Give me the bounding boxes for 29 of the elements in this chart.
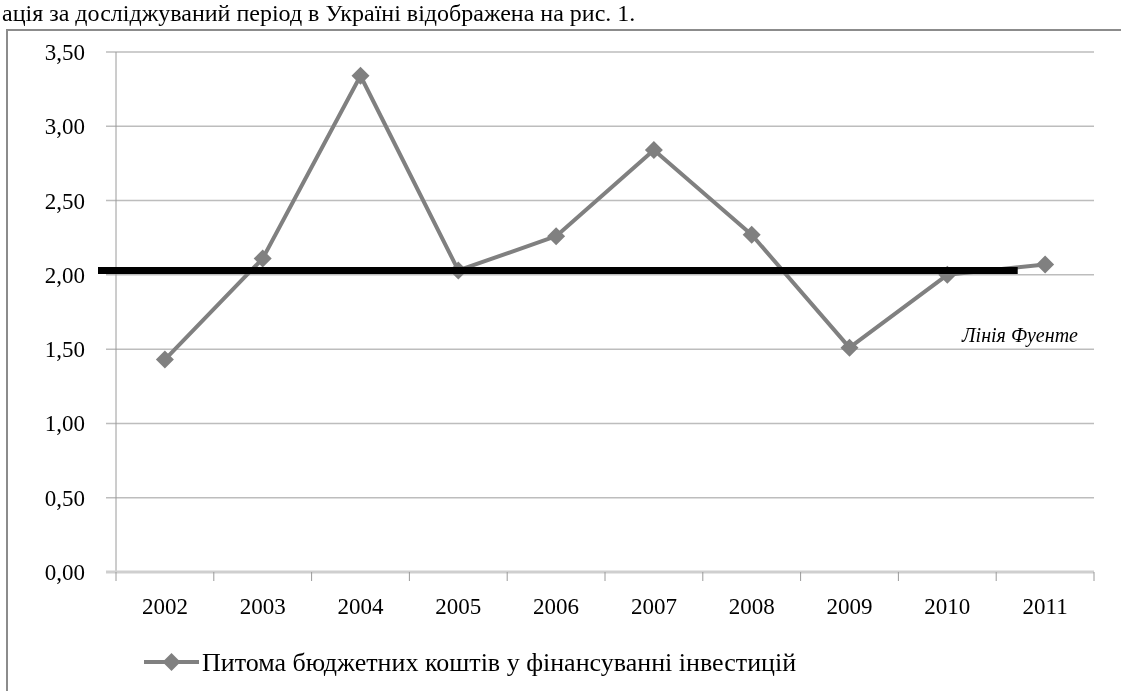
x-tick-label: 2002 <box>141 594 188 619</box>
x-tick-label: 2003 <box>239 594 286 619</box>
y-tick-label: 2,00 <box>44 262 85 288</box>
y-tick-label: 3,50 <box>44 40 85 66</box>
y-tick-label: 0,00 <box>44 560 85 586</box>
legend-label: Питома бюджетних коштів у фінансуванні інвестицій <box>202 648 797 678</box>
point <box>840 338 859 357</box>
y-tick-label: 1,50 <box>44 337 85 363</box>
x-tick-label: 2010 <box>924 594 971 619</box>
point <box>1036 255 1055 274</box>
x-tick-label: 2007 <box>630 594 677 619</box>
x-tick-label: 2011 <box>1022 594 1068 619</box>
point <box>253 249 272 268</box>
x-tick-label: 2004 <box>337 594 384 619</box>
y-tick-label: 3,00 <box>44 114 85 140</box>
x-tick-label: 2008 <box>728 594 775 619</box>
point <box>742 225 761 244</box>
y-tick-label: 2,50 <box>44 188 85 214</box>
y-tick-label: 1,00 <box>44 411 85 437</box>
x-tick-label: 2006 <box>533 594 580 619</box>
point <box>351 66 370 85</box>
point <box>155 350 174 369</box>
text: ація за досліджуваний період в Україні відображена на рис. 1. <box>2 0 636 26</box>
x-tick-label: 2005 <box>435 594 482 619</box>
point <box>547 227 566 246</box>
x-tick-label: 2009 <box>826 594 873 619</box>
y-tick-label: 0,50 <box>44 485 85 511</box>
point <box>644 141 663 160</box>
ref-line-label: Лінія Фуенте <box>961 324 1079 348</box>
